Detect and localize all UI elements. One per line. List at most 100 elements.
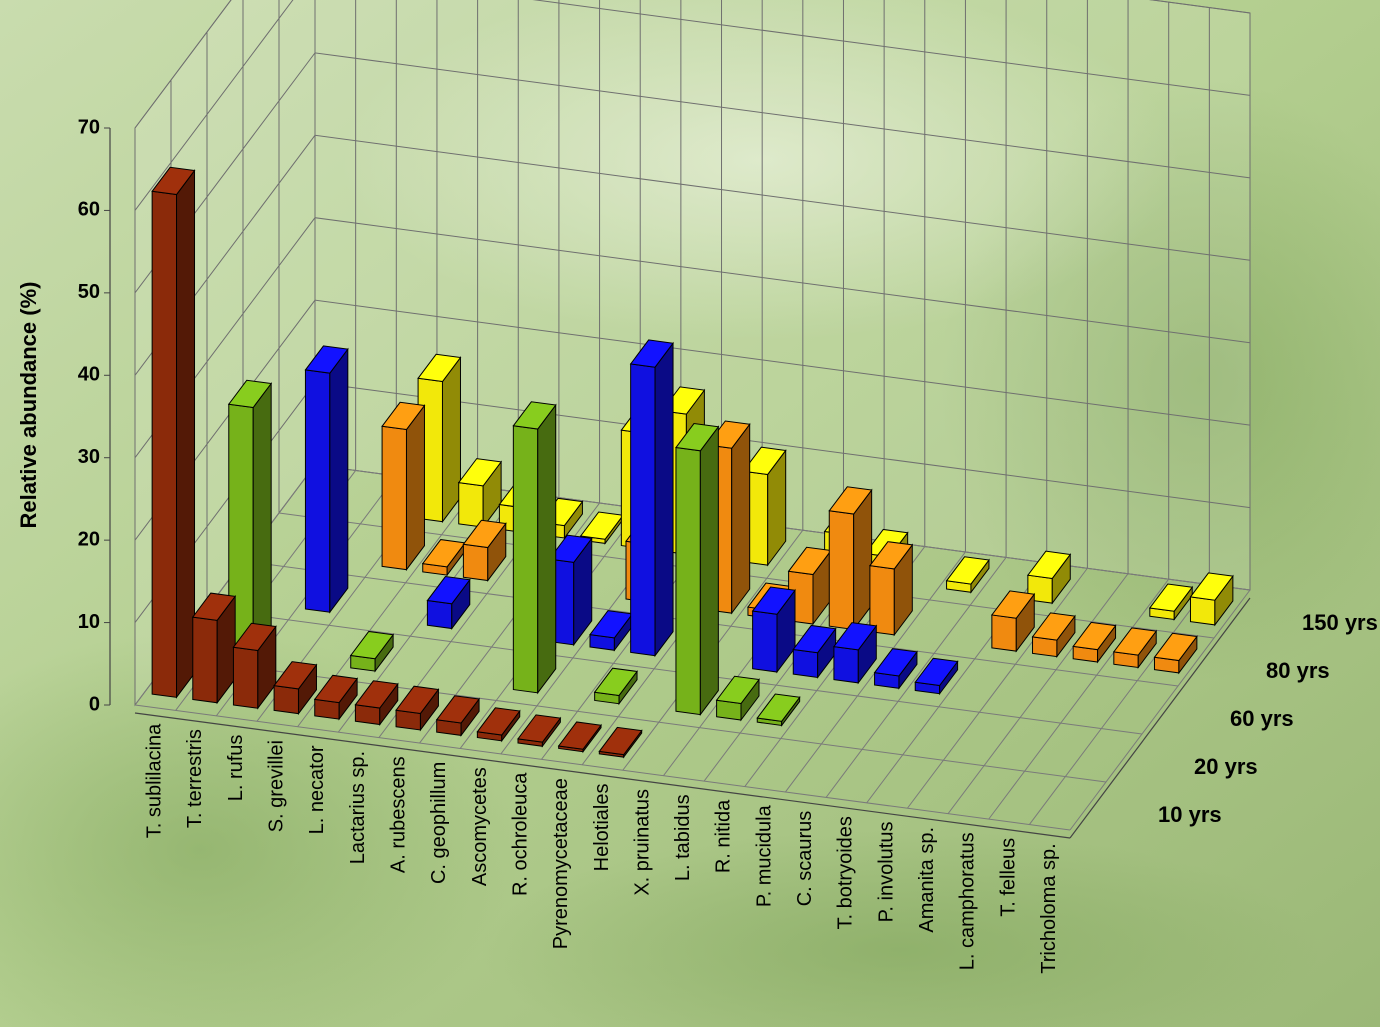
bar-front <box>426 599 453 630</box>
floor-grid <box>906 567 1088 809</box>
bar <box>1153 632 1198 675</box>
x-tick-label: Tricholoma sp. <box>1038 843 1060 973</box>
y-tick-label: 60 <box>78 199 100 221</box>
bar-front <box>232 646 259 709</box>
bar <box>792 624 837 679</box>
bar-top <box>914 657 959 687</box>
bar-top <box>598 726 643 756</box>
bar-front <box>192 616 218 704</box>
bar-top <box>232 622 277 652</box>
floor-grid <box>988 578 1170 820</box>
bar-side <box>699 425 719 717</box>
floor-grid <box>1028 584 1210 825</box>
bar-top <box>548 534 593 563</box>
x-tick-label: L. necator <box>306 745 328 834</box>
bar <box>421 539 467 577</box>
bar-top <box>1072 621 1117 651</box>
x-tick-label: C. geophillum <box>428 762 450 884</box>
x-tick-label: Amanita sp. <box>916 827 938 933</box>
bar-front <box>630 363 656 657</box>
x-tick-label: T. sublilacina <box>144 723 166 838</box>
bar <box>945 556 990 594</box>
bar-front <box>675 446 701 716</box>
bar-front <box>991 614 1017 652</box>
bar-front <box>752 610 778 673</box>
bar <box>756 693 801 727</box>
bar-front <box>833 646 859 684</box>
bar <box>426 575 471 631</box>
bar <box>593 667 638 706</box>
bar-top <box>742 446 787 475</box>
bar-side <box>537 403 557 695</box>
grid-line <box>134 0 1251 211</box>
bar <box>787 546 832 626</box>
bar-side <box>405 404 425 572</box>
bar <box>457 458 503 529</box>
bar-top <box>354 680 399 709</box>
legend-label: 10 yrs <box>1158 802 1222 827</box>
bar-top <box>1189 572 1234 601</box>
bar <box>395 685 440 732</box>
bar-top <box>417 353 462 383</box>
bar-front <box>462 543 489 582</box>
bar-front <box>381 425 407 571</box>
bar <box>557 721 602 754</box>
floor-grid <box>825 557 1007 798</box>
bar-front <box>304 369 331 613</box>
background-blob <box>480 830 1320 1027</box>
x-tick-label: L. rufus <box>225 735 247 802</box>
bar-top <box>828 486 873 515</box>
bar <box>1072 621 1117 664</box>
x-tick-label: L. camphoratus <box>957 832 979 970</box>
bar-front <box>1189 596 1216 626</box>
bar-side <box>176 169 196 699</box>
y-tick-label: 30 <box>78 446 100 468</box>
x-tick-label: R. ochroleuca <box>509 772 531 896</box>
x-tick-label: Lactarius sp. <box>347 751 369 864</box>
bar-top <box>381 401 426 431</box>
bar-top <box>349 630 395 660</box>
bar <box>349 630 395 673</box>
x-tick-label: T. terrestris <box>184 729 206 828</box>
bar <box>873 648 918 690</box>
bar <box>273 661 318 716</box>
y-tick-label: 50 <box>78 281 100 303</box>
bar-top <box>1026 550 1072 579</box>
bar-top <box>313 674 359 704</box>
floor-grid <box>170 656 1107 783</box>
bar-side <box>441 356 461 524</box>
bar <box>828 486 873 631</box>
y-tick-label: 10 <box>78 611 100 633</box>
bar-front <box>273 685 299 715</box>
x-tick-label: P. mucidula <box>753 804 775 907</box>
x-tick-label: X. pruinatus <box>631 789 653 896</box>
x-tick-label: Pyrenomycetaceae <box>550 778 572 949</box>
grid-line <box>134 0 1251 129</box>
bar-top <box>833 622 878 651</box>
bar <box>462 519 507 583</box>
bar-top <box>227 379 273 409</box>
bar-top <box>715 675 760 705</box>
bar-top <box>629 339 674 368</box>
x-tick-label: T. felleus <box>997 838 1019 917</box>
bar-top <box>1031 612 1076 641</box>
bar-top <box>675 422 720 452</box>
bar <box>914 657 959 696</box>
bar <box>598 726 643 759</box>
bar-top <box>873 648 918 677</box>
legend-label: 80 yrs <box>1266 658 1330 683</box>
bar <box>151 166 196 699</box>
bar-top <box>273 661 318 690</box>
bar-top <box>517 714 562 743</box>
bar <box>869 541 914 637</box>
background-blob <box>340 0 1180 340</box>
x-tick-label: S. grevillei <box>266 740 288 832</box>
bar-front <box>512 425 539 694</box>
x-tick-label: Ascomycetes <box>469 767 491 886</box>
floor-grid <box>1069 589 1251 831</box>
floor-grid <box>947 573 1129 814</box>
bar-top <box>756 693 801 722</box>
y-tick-label: 0 <box>89 693 100 715</box>
